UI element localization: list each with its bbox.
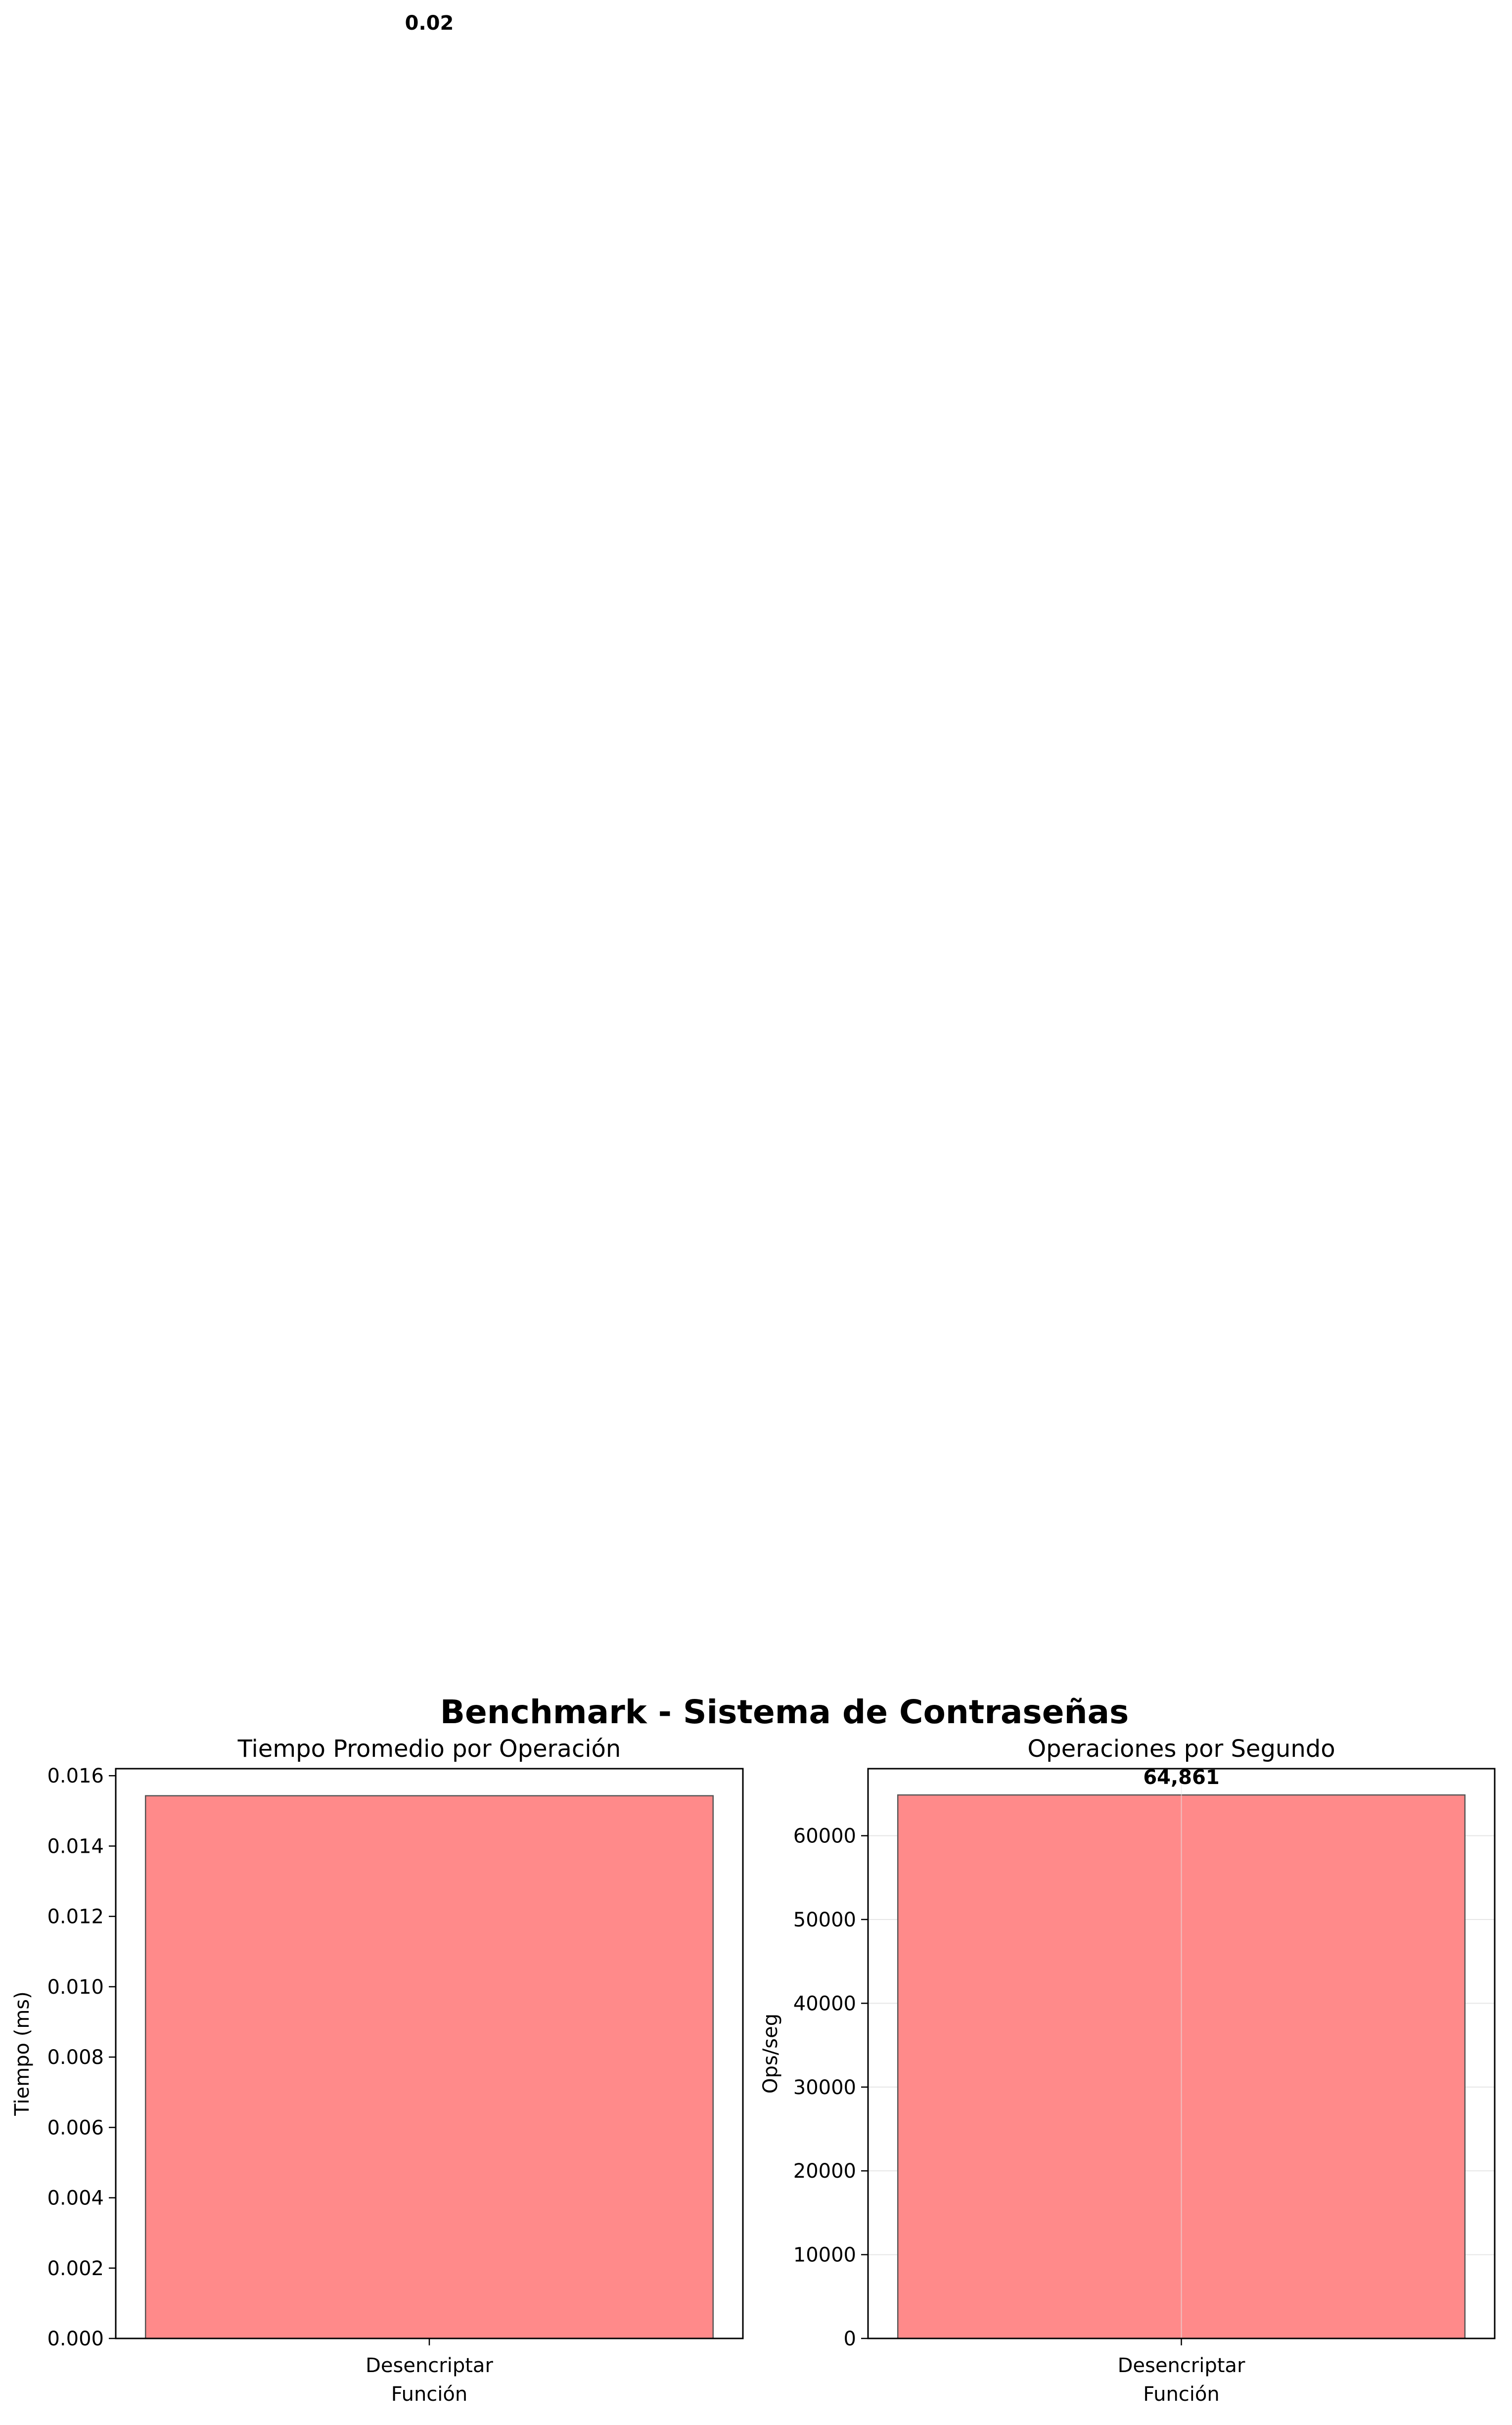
x-axis-label: Función — [1143, 2383, 1219, 2406]
y-tick-label: 0.016 — [47, 1765, 104, 1787]
y-tick-label: 40000 — [793, 1992, 856, 2015]
y-tick-label: 10000 — [793, 2244, 856, 2267]
y-tick-label: 0.008 — [47, 2046, 104, 2069]
y-tick-label: 0.002 — [47, 2257, 104, 2280]
chart-title: Tiempo Promedio por Operación — [237, 1735, 621, 1763]
axes-frame — [115, 1768, 744, 2339]
y-tick-label: 0.004 — [47, 2187, 104, 2210]
y-axis-label: Ops/seg — [759, 2013, 782, 2094]
x-axis-label: Función — [391, 2383, 467, 2406]
y-tick-label: 30000 — [793, 2076, 856, 2099]
y-tick-label: 0.012 — [47, 1906, 104, 1928]
y-tick-label: 20000 — [793, 2160, 856, 2183]
bar-value-label: 64,861 — [1143, 1766, 1219, 1789]
x-tick-label: Desencriptar — [1118, 2354, 1245, 2377]
bar-desencriptar — [144, 1795, 714, 2339]
chart-title: Operaciones por Segundo — [1027, 1735, 1335, 1763]
chart-tiempo-promedio: 0.02 Desencriptar 0.000 0.002 0.004 0.006 0.00… — [11, 12, 744, 2406]
figure-suptitle: Benchmark - Sistema de Contraseñas — [440, 1693, 1129, 1731]
y-tick-label: 0.000 — [47, 2328, 104, 2350]
bar-value-label: 0.02 — [405, 12, 454, 35]
y-tick-label: 0 — [844, 2328, 856, 2350]
y-tick-label: 0.014 — [47, 1835, 104, 1858]
y-axis-label: Tiempo (ms) — [11, 1991, 34, 2116]
chart-operaciones-por-segundo: 64,861 Desencriptar 0 10000 20000 30000 40000 5… — [759, 1735, 1496, 2406]
axes-frame — [867, 1768, 1496, 2339]
y-tick-label: 0.010 — [47, 1976, 104, 1999]
y-tick-label: 50000 — [793, 1909, 856, 1931]
y-tick-label: 60000 — [793, 1825, 856, 1848]
x-tick-label: Desencriptar — [366, 2354, 493, 2377]
y-tick-label: 0.006 — [47, 2116, 104, 2139]
